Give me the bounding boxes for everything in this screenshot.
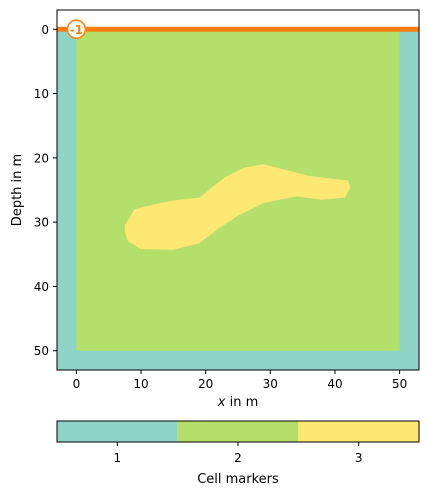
colorbar-cell-3 xyxy=(298,421,419,442)
colorbar: 1 2 3 Cell markers xyxy=(56,420,420,487)
x-axis-label: x in m xyxy=(217,395,258,410)
colorbar-tick-label: 3 xyxy=(355,451,363,465)
y-tick-label: 10 xyxy=(34,87,49,101)
colorbar-tick-label: 1 xyxy=(114,451,122,465)
mesh-plot: -1 0 10 20 30 40 50 0 10 20 30 40 50 x in m Depth … xyxy=(10,9,420,410)
x-axis-variable: x xyxy=(217,395,226,410)
x-tick-label: 10 xyxy=(133,377,148,391)
boundary-marker-label: -1 xyxy=(70,23,83,37)
x-axis-ticks: 0 10 20 30 40 50 xyxy=(73,370,407,391)
y-tick-label: 50 xyxy=(34,344,49,358)
colorbar-cell-1 xyxy=(57,421,178,442)
colorbar-ticks: 1 2 3 xyxy=(114,442,363,465)
x-axis-unit: in m xyxy=(225,395,258,410)
y-tick-label: 30 xyxy=(34,216,49,230)
colorbar-cell-2 xyxy=(177,421,299,442)
y-axis-label: Depth in m xyxy=(10,154,25,226)
x-tick-label: 40 xyxy=(327,377,342,391)
colorbar-label: Cell markers xyxy=(197,472,279,487)
y-axis-ticks: 0 10 20 30 40 50 xyxy=(34,23,57,358)
colorbar-tick-label: 2 xyxy=(234,451,242,465)
boundary-marker-badge xyxy=(66,19,87,40)
x-tick-label: 0 xyxy=(73,377,81,391)
x-tick-label: 20 xyxy=(198,377,213,391)
y-tick-label: 40 xyxy=(34,280,49,294)
axes-frame xyxy=(56,9,420,371)
boundary-marker: -1 xyxy=(57,19,419,40)
region-marker-3 xyxy=(124,164,351,250)
y-tick-label: 0 xyxy=(41,23,49,37)
x-tick-label: 50 xyxy=(392,377,407,391)
colorbar-cells xyxy=(57,421,419,442)
cell-marker-regions xyxy=(57,29,419,371)
x-tick-label: 30 xyxy=(263,377,278,391)
y-tick-label: 20 xyxy=(34,151,49,165)
